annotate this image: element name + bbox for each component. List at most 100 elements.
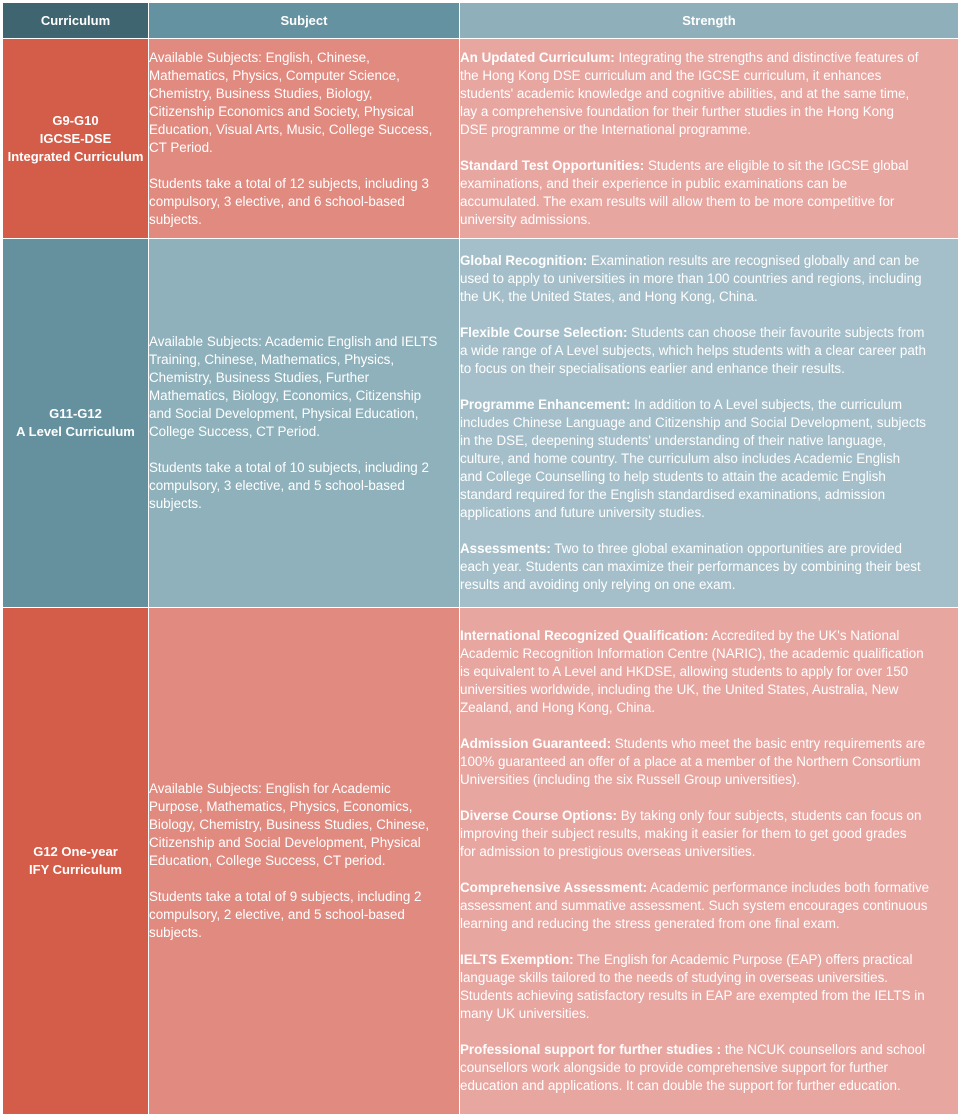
curriculum-cell: G9-G10 IGCSE-DSE Integrated Curriculum xyxy=(2,38,149,239)
strength-item: Assessments: Two to three global examina… xyxy=(460,540,958,594)
strength-text-line: Professional support for further studies… xyxy=(460,1041,958,1059)
strength-text-line: improving their subject results, making … xyxy=(460,826,907,841)
strength-description: Students who meet the basic entry requir… xyxy=(611,736,926,751)
subject-text-line: and Social Development, Physical Educati… xyxy=(149,406,419,421)
strength-text-line: accumulated. The exam results will allow… xyxy=(460,193,895,209)
strength-text-line: International Recognized Qualification: … xyxy=(460,627,958,645)
strength-text-line: assessment and summative assessment. Suc… xyxy=(460,898,928,913)
curriculum-name-line: IGCSE-DSE xyxy=(39,130,112,146)
strength-text-line: Assessments: Two to three global examina… xyxy=(460,540,958,558)
strength-text-line: DSE programme or the International progr… xyxy=(460,121,752,137)
strength-description: The English for Academic Purpose (EAP) o… xyxy=(573,952,913,967)
subject-text-line: Biology, Chemistry, Business Studies, Ch… xyxy=(149,817,430,832)
available-subjects-text: Available Subjects: English for Academic… xyxy=(149,780,459,870)
strength-label: Comprehensive Assessment: xyxy=(460,880,648,895)
strength-text-line: Zealand, and Hong Kong, China. xyxy=(460,700,656,715)
strength-text-line: language skills tailored to the needs of… xyxy=(460,970,889,985)
strength-text-line: 100% guaranteed an offer of a place at a… xyxy=(460,754,921,769)
strength-description: Two to three global examination opportun… xyxy=(550,541,902,556)
strength-description: Students can choose their favourite subj… xyxy=(627,325,925,340)
subject-text-line: Available Subjects: English, Chinese, xyxy=(149,49,370,65)
subject-text-line: compulsory, 2 elective, and 5 school-bas… xyxy=(149,907,405,922)
strength-text-line: results and avoiding only relying on one… xyxy=(460,577,736,592)
strength-text-line: IELTS Exemption: The English for Academi… xyxy=(460,951,958,969)
subject-count-text: Students take a total of 9 subjects, inc… xyxy=(149,888,459,942)
strength-label: Assessments: xyxy=(460,541,551,556)
strength-description: In addition to A Level subjects, the cur… xyxy=(630,397,903,412)
header-strength: Strength xyxy=(459,2,959,39)
available-subjects-text: Available Subjects: Academic English and… xyxy=(149,333,459,441)
strength-text-line: students' academic knowledge and cogniti… xyxy=(460,85,910,101)
curriculum-cell: G11-G12 A Level Curriculum xyxy=(2,238,149,608)
strength-item: Standard Test Opportunities: Students ar… xyxy=(460,157,958,229)
subject-text-line: Citizenship Economics and Society, Physi… xyxy=(149,103,414,119)
subject-text-line: Training, Chinese, Mathematics, Physics, xyxy=(149,352,395,367)
subject-text-line: Students take a total of 9 subjects, inc… xyxy=(149,889,422,904)
header-subject: Subject xyxy=(148,2,460,39)
strength-label: Standard Test Opportunities: xyxy=(460,157,645,173)
strength-label: Professional support for further studies… xyxy=(460,1042,722,1057)
strength-description: Examination results are recognised globa… xyxy=(587,253,920,268)
subject-text-line: Education, Visual Arts, Music, College S… xyxy=(149,121,433,137)
strength-text-line: is equivalent to A Level and HKDSE, allo… xyxy=(460,664,909,679)
strength-text-line: lay a comprehensive foundation for their… xyxy=(460,103,894,119)
strength-description: the NCUK counsellors and school xyxy=(721,1042,926,1057)
subject-cell: Available Subjects: Academic English and… xyxy=(148,238,460,608)
strength-text-line: universities worldwide, including the UK… xyxy=(460,682,899,697)
header-curriculum: Curriculum xyxy=(2,2,149,39)
strength-text-line: applications and future university studi… xyxy=(460,505,705,520)
strength-item: IELTS Exemption: The English for Academi… xyxy=(460,951,958,1023)
strength-text-line: and College Counselling to help students… xyxy=(460,469,886,484)
strength-text-line: learning and reducing the stress generat… xyxy=(460,916,840,931)
subject-text-line: subjects. xyxy=(149,211,202,227)
strength-text-line: Programme Enhancement: In addition to A … xyxy=(460,396,958,414)
strength-item: Global Recognition: Examination results … xyxy=(460,252,958,306)
curriculum-cell: G12 One-year IFY Curriculum xyxy=(2,607,149,1115)
subject-text-line: subjects. xyxy=(149,925,202,940)
strength-text-line: An Updated Curriculum: Integrating the s… xyxy=(460,49,958,67)
subject-text-line: CT Period. xyxy=(149,139,213,155)
strength-item: International Recognized Qualification: … xyxy=(460,627,958,717)
strength-text-line: the Hong Kong DSE curriculum and the IGC… xyxy=(460,67,882,83)
strength-text-line: Academic Recognition Information Centre … xyxy=(460,646,924,661)
strength-text-line: many UK universities. xyxy=(460,1006,590,1021)
subject-text-line: Education, College Success, CT period. xyxy=(149,853,386,868)
strength-text-line: Flexible Course Selection: Students can … xyxy=(460,324,958,342)
strength-label: Flexible Course Selection: xyxy=(460,325,628,340)
strength-text-line: for admission to prestigious overseas un… xyxy=(460,844,756,859)
strength-text-line: includes Chinese Language and Citizenshi… xyxy=(460,415,926,430)
strength-label: Global Recognition: xyxy=(460,253,588,268)
subject-text-line: Available Subjects: English for Academic xyxy=(149,781,391,796)
strength-item: Diverse Course Options: By taking only f… xyxy=(460,807,958,861)
strength-description: Academic performance includes both forma… xyxy=(647,880,930,895)
strength-text-line: counsellors work alongside to provide co… xyxy=(460,1060,888,1075)
strength-text-line: Comprehensive Assessment: Academic perfo… xyxy=(460,879,958,897)
subject-text-line: College Success, CT Period. xyxy=(149,424,320,439)
subject-text-line: Purpose, Mathematics, Physics, Economics… xyxy=(149,799,413,814)
subject-text-line: Mathematics, Physics, Computer Science, xyxy=(149,67,400,83)
strength-label: Admission Guaranteed: xyxy=(460,736,612,751)
table-row: G9-G10 IGCSE-DSE Integrated Curriculum Avai… xyxy=(2,38,959,239)
strength-item: Admission Guaranteed: Students who meet … xyxy=(460,735,958,789)
subject-text-line: compulsory, 3 elective, and 6 school-bas… xyxy=(149,193,405,209)
curriculum-name-line: IFY Curriculum xyxy=(29,862,122,877)
available-subjects-text: Available Subjects: English, Chinese, Mat… xyxy=(149,49,459,157)
strength-label: IELTS Exemption: xyxy=(460,952,574,967)
strength-text-line: education and applications. It can doubl… xyxy=(460,1078,901,1093)
subject-text-line: Students take a total of 12 subjects, in… xyxy=(149,175,429,191)
strength-cell: International Recognized Qualification: … xyxy=(459,607,959,1115)
curriculum-name-line: A Level Curriculum xyxy=(16,424,135,439)
strength-item: Professional support for further studies… xyxy=(460,1041,958,1095)
strength-description: Students are eligible to sit the IGCSE g… xyxy=(644,157,909,173)
strength-text-line: to focus on their specialisations earlie… xyxy=(460,361,845,376)
strength-text-line: examinations, and their experience in pu… xyxy=(460,175,848,191)
table-body: G9-G10 IGCSE-DSE Integrated Curriculum Avai… xyxy=(2,38,959,1115)
subject-count-text: Students take a total of 10 subjects, in… xyxy=(149,459,459,513)
strength-text-line: culture, and home country. The curriculu… xyxy=(460,451,901,466)
subject-text-line: Students take a total of 10 subjects, in… xyxy=(149,460,429,475)
subject-text-line: compulsory, 3 elective, and 5 school-bas… xyxy=(149,478,405,493)
strength-cell: Global Recognition: Examination results … xyxy=(459,238,959,608)
strength-text-line: in the DSE, deepening students' understa… xyxy=(460,433,887,448)
strength-label: International Recognized Qualification: xyxy=(460,628,709,643)
